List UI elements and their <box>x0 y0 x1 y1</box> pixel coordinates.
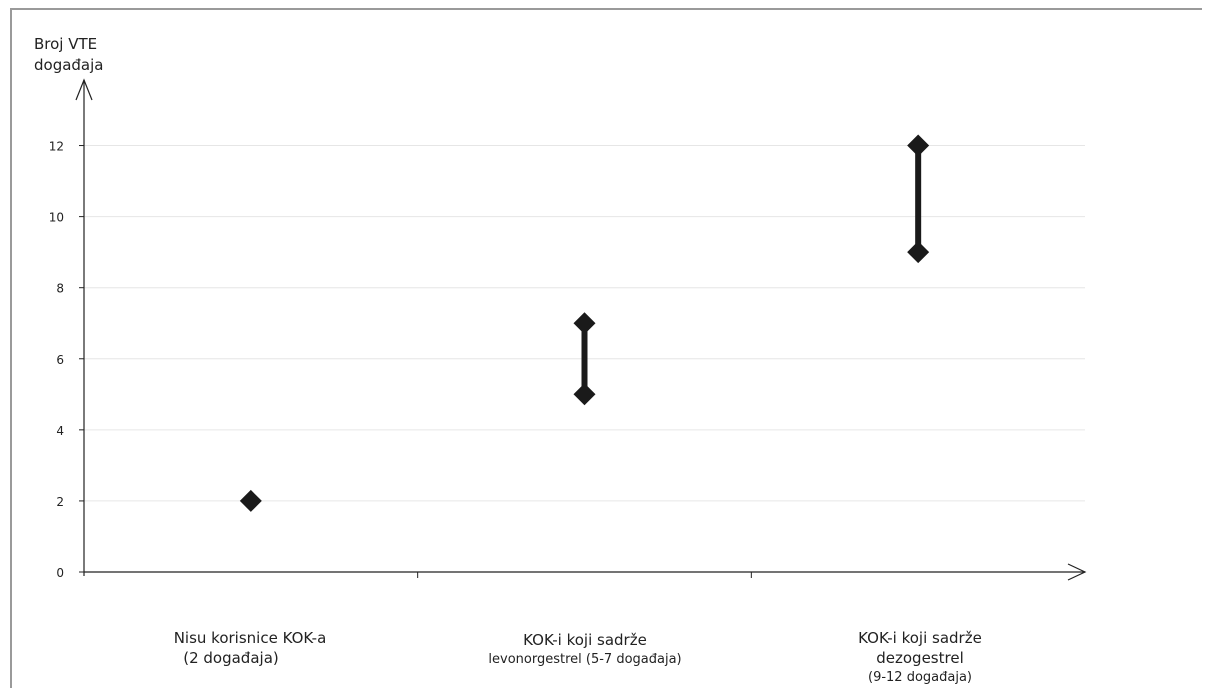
y-axis-label-line-2: događaja <box>34 56 104 74</box>
data-point-1-min <box>573 383 596 406</box>
category-label-2-line-1: KOK-i koji sadrže <box>523 631 647 649</box>
y-tick-label-1: 2 <box>56 495 64 509</box>
category-label-3-line-1: KOK-i koji sadrže <box>858 629 982 647</box>
category-label-3: KOK-i koji sadrže dezogestrel (9-12 doga… <box>770 628 1070 688</box>
y-axis-arrow <box>75 78 93 101</box>
category-label-1: Nisu korisnice KOK-a (2 događaja) <box>100 628 400 668</box>
y-axis-label-line-1: Broj VTE <box>34 35 98 53</box>
category-label-2-line-2: levonorgestrel (5-7 događaja) <box>488 652 682 667</box>
data-point-0-min <box>239 489 262 512</box>
chart-plot: 0 2 4 6 8 10 12 <box>49 78 1087 581</box>
category-label-3-line-2: dezogestrel <box>876 649 964 667</box>
y-tick-label-2: 4 <box>56 424 64 438</box>
y-tick-label-5: 10 <box>49 211 64 225</box>
category-label-1-line-2: (2 događaja) <box>183 649 279 667</box>
y-tick-label-6: 12 <box>49 140 64 154</box>
y-tick-label-3: 6 <box>56 353 64 367</box>
data-point-2-max <box>907 134 930 157</box>
y-tick-label-0: 0 <box>56 566 64 580</box>
category-label-3-line-3: (9-12 događaja) <box>868 670 972 685</box>
data-point-2-min <box>907 241 930 264</box>
y-axis-label: Broj VTE događaja <box>34 34 104 76</box>
y-tick-label-4: 8 <box>56 282 64 296</box>
x-axis-arrow <box>1067 563 1087 581</box>
category-label-1-line-1: Nisu korisnice KOK-a <box>173 629 327 647</box>
category-label-2: KOK-i koji sadrže levonorgestrel (5-7 do… <box>430 630 740 670</box>
chart-frame <box>10 8 1202 688</box>
data-point-1-max <box>573 312 596 335</box>
